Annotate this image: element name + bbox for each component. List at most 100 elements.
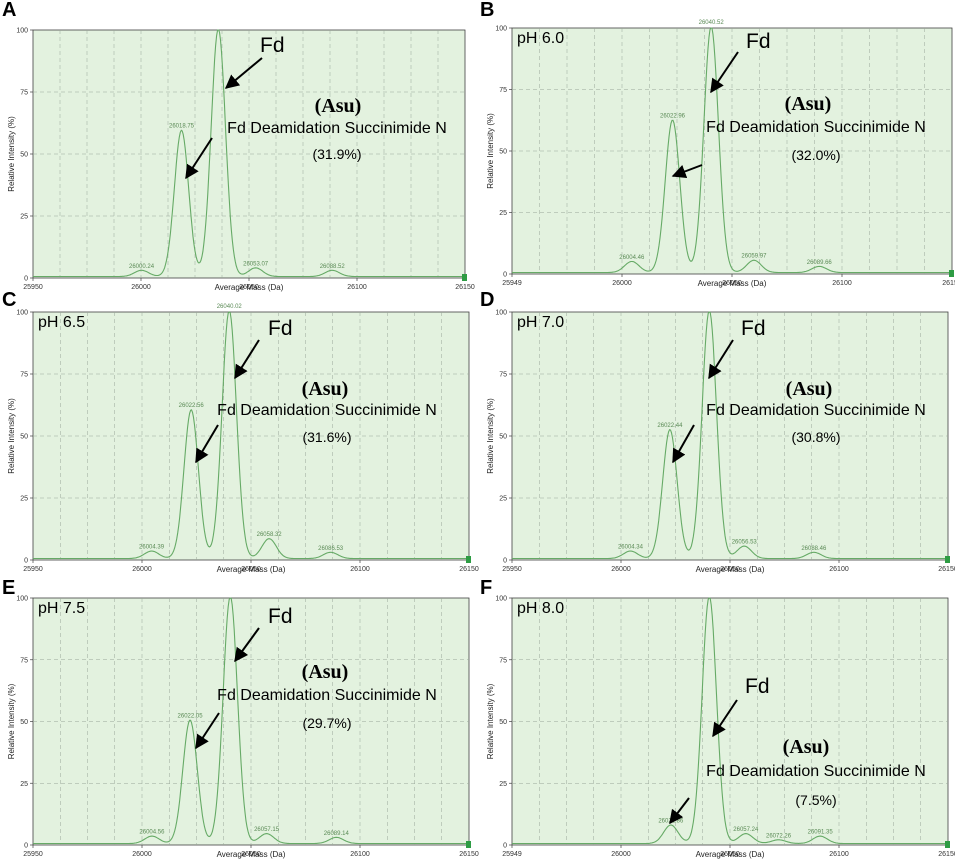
y-tick-label: 25 bbox=[20, 781, 28, 788]
y-tick-label: 100 bbox=[16, 596, 28, 603]
y-tick-label: 50 bbox=[499, 149, 507, 156]
y-tick-label: 0 bbox=[24, 558, 28, 565]
x-tick-label: 26000 bbox=[611, 851, 631, 858]
spectrum-trace bbox=[512, 27, 952, 274]
y-tick-label: 0 bbox=[503, 272, 507, 279]
x-tick-label: 26150 bbox=[459, 566, 479, 573]
axis-end-marker bbox=[949, 270, 954, 277]
peak-label: 26022.44 bbox=[657, 423, 683, 429]
condition-label: pH 7.5 bbox=[38, 600, 85, 617]
y-tick-label: 0 bbox=[503, 558, 507, 565]
fd-arrow bbox=[224, 57, 263, 89]
asu-percent: (30.8%) bbox=[791, 429, 840, 445]
condition-label: pH 7.0 bbox=[517, 314, 564, 331]
x-tick-label: 26000 bbox=[131, 284, 151, 291]
asu-label: (Asu) bbox=[302, 378, 349, 400]
axis-end-marker bbox=[466, 841, 471, 848]
fd-label: Fd bbox=[268, 605, 293, 628]
y-axis-label: Relative Intensity (%) bbox=[7, 398, 16, 474]
peak-label: 26089.66 bbox=[807, 260, 833, 266]
asu-description: Fd Deamidation Succinimide N bbox=[706, 119, 926, 136]
y-tick-label: 75 bbox=[499, 372, 507, 379]
fd-label: Fd bbox=[741, 317, 766, 340]
peak-label: 26057.15 bbox=[254, 827, 280, 833]
x-tick-label: 26000 bbox=[612, 280, 632, 287]
peak-label: 26086.53 bbox=[318, 546, 344, 552]
x-tick-label: 26100 bbox=[347, 284, 367, 291]
asu-description: Fd Deamidation Succinimide N bbox=[217, 687, 437, 704]
y-tick-label: 25 bbox=[499, 210, 507, 217]
asu-description: Fd Deamidation Succinimide N bbox=[227, 120, 447, 137]
y-tick-label: 75 bbox=[499, 87, 507, 94]
y-tick-label: 75 bbox=[20, 90, 28, 97]
panel-letter: B bbox=[480, 0, 494, 21]
spectrum-trace bbox=[512, 597, 948, 845]
peak-label: 26004.34 bbox=[618, 545, 644, 551]
x-tick-label: 26000 bbox=[132, 851, 152, 858]
peak-label: 26004.46 bbox=[619, 255, 645, 261]
asu-description: Fd Deamidation Succinimide N bbox=[706, 763, 926, 780]
asu-percent: (7.5%) bbox=[795, 792, 836, 808]
x-tick-label: 26050 bbox=[241, 566, 261, 573]
peak-label: 26004.39 bbox=[139, 545, 165, 551]
y-tick-label: 50 bbox=[20, 719, 28, 726]
peak-label: 26091.35 bbox=[808, 830, 834, 836]
x-axis-label: Average Mass (Da) bbox=[696, 850, 765, 859]
peak-label: 26040.02 bbox=[217, 304, 243, 310]
axis-end-marker bbox=[945, 841, 950, 848]
asu-percent: (32.0%) bbox=[791, 147, 840, 163]
y-axis-label: Relative Intensity (%) bbox=[486, 398, 495, 474]
fd-label: Fd bbox=[260, 34, 285, 57]
asu-arrow bbox=[671, 164, 703, 179]
panel-letter: A bbox=[2, 0, 16, 21]
x-tick-label: 25949 bbox=[502, 280, 522, 287]
peak-label: 26000.24 bbox=[129, 264, 155, 270]
asu-description: Fd Deamidation Succinimide N bbox=[217, 402, 437, 419]
y-tick-label: 50 bbox=[20, 434, 28, 441]
axis-end-marker bbox=[462, 274, 467, 281]
y-tick-label: 75 bbox=[20, 372, 28, 379]
x-tick-label: 26100 bbox=[829, 566, 849, 573]
asu-arrow bbox=[195, 712, 220, 750]
x-tick-label: 26050 bbox=[720, 851, 740, 858]
chart-panel-b: B 0 25 50 75 100 25949 26000 26050 26100 26151 Aver… bbox=[480, 0, 955, 288]
peak-label: 26022.96 bbox=[660, 113, 686, 119]
chart-panel-e: E 0 25 50 75 100 25950 26000 26050 26100 26150 Aver… bbox=[2, 577, 479, 859]
x-tick-label: 26000 bbox=[132, 566, 152, 573]
x-tick-label: 26050 bbox=[239, 284, 259, 291]
axis-end-marker bbox=[945, 556, 950, 563]
x-tick-label: 26000 bbox=[611, 566, 631, 573]
chart-panel-d: D 0 25 50 75 100 25950 26000 26050 26100 26150 Aver… bbox=[480, 289, 955, 574]
fd-arrow bbox=[712, 699, 738, 738]
x-tick-label: 25950 bbox=[23, 566, 43, 573]
x-tick-label: 26100 bbox=[832, 280, 852, 287]
fd-arrow bbox=[708, 339, 734, 380]
axis-end-marker bbox=[466, 556, 471, 563]
x-tick-label: 25949 bbox=[502, 851, 522, 858]
y-tick-label: 25 bbox=[20, 214, 28, 221]
fd-label: Fd bbox=[745, 675, 770, 698]
x-tick-label: 25950 bbox=[23, 851, 43, 858]
y-axis-label: Relative Intensity (%) bbox=[7, 683, 16, 759]
x-tick-label: 26100 bbox=[350, 851, 370, 858]
condition-label: pH 8.0 bbox=[517, 600, 564, 617]
asu-label: (Asu) bbox=[786, 378, 833, 400]
y-tick-label: 100 bbox=[495, 26, 507, 33]
peak-label: 26057.24 bbox=[733, 827, 759, 833]
y-tick-label: 0 bbox=[24, 276, 28, 283]
fd-arrow bbox=[710, 51, 739, 94]
asu-label: (Asu) bbox=[302, 661, 349, 683]
peak-label: 26040.52 bbox=[699, 20, 725, 26]
y-tick-label: 50 bbox=[20, 152, 28, 159]
spectrum-trace bbox=[33, 597, 469, 845]
y-axis-label: Relative Intensity (%) bbox=[7, 116, 16, 192]
asu-arrow bbox=[669, 797, 690, 825]
y-tick-label: 25 bbox=[20, 496, 28, 503]
asu-arrow bbox=[185, 137, 213, 180]
peak-label: 26004.56 bbox=[139, 830, 165, 836]
peak-label: 26053.07 bbox=[243, 261, 269, 267]
x-tick-label: 26100 bbox=[350, 566, 370, 573]
fd-label: Fd bbox=[746, 30, 771, 53]
asu-arrow bbox=[672, 424, 695, 464]
